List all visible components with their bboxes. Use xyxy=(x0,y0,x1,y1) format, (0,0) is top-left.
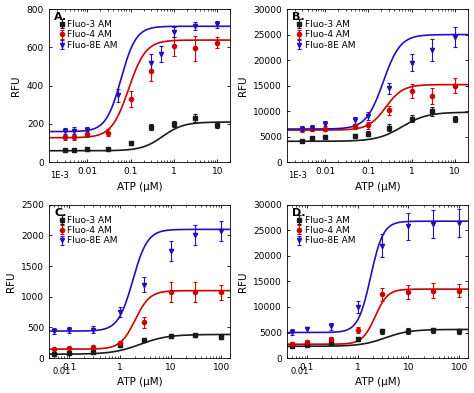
Text: B.: B. xyxy=(292,12,305,22)
Y-axis label: RFU: RFU xyxy=(11,75,21,96)
X-axis label: ATP (μM): ATP (μM) xyxy=(117,182,163,192)
Legend: Fluo-3 AM, Fluo-4 AM, Fluo-8E AM: Fluo-3 AM, Fluo-4 AM, Fluo-8E AM xyxy=(57,214,119,247)
Text: D.: D. xyxy=(292,208,306,218)
Legend: Fluo-3 AM, Fluo-4 AM, Fluo-8E AM: Fluo-3 AM, Fluo-4 AM, Fluo-8E AM xyxy=(295,18,357,51)
X-axis label: ATP (μM): ATP (μM) xyxy=(355,377,400,387)
Text: 1E-3: 1E-3 xyxy=(51,171,70,180)
X-axis label: ATP (μM): ATP (μM) xyxy=(355,182,400,192)
Legend: Fluo-3 AM, Fluo-4 AM, Fluo-8E AM: Fluo-3 AM, Fluo-4 AM, Fluo-8E AM xyxy=(57,18,119,51)
Legend: Fluo-3 AM, Fluo-4 AM, Fluo-8E AM: Fluo-3 AM, Fluo-4 AM, Fluo-8E AM xyxy=(295,214,357,247)
X-axis label: ATP (μM): ATP (μM) xyxy=(117,377,163,387)
Y-axis label: RFU: RFU xyxy=(6,271,16,292)
Text: 0.01: 0.01 xyxy=(53,367,71,376)
Text: 0.01: 0.01 xyxy=(291,367,309,376)
Text: 1E-3: 1E-3 xyxy=(288,171,307,180)
Y-axis label: RFU: RFU xyxy=(237,75,247,96)
Text: C.: C. xyxy=(55,208,67,218)
Y-axis label: RFU: RFU xyxy=(237,271,247,292)
Text: A.: A. xyxy=(55,12,67,22)
